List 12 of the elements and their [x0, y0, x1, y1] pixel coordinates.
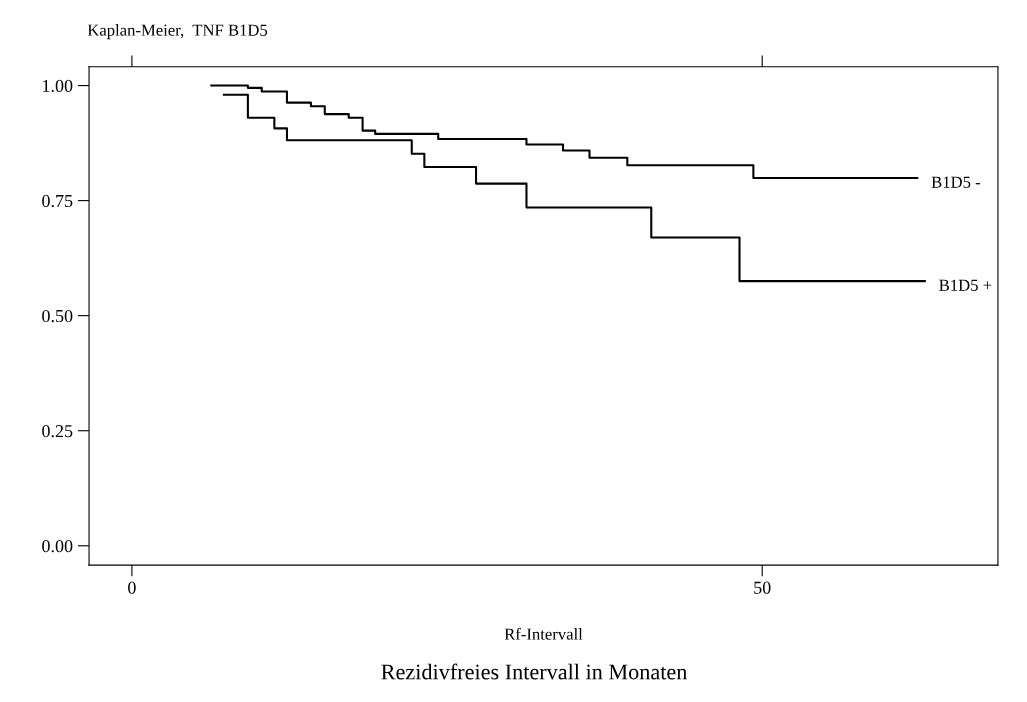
series-label: B1D5 + [939, 279, 992, 291]
y-tick-label: 0.75 [42, 194, 73, 208]
series-label: B1D5 - [931, 176, 981, 188]
y-tick-label: 0.00 [42, 540, 73, 553]
y-tick-label: 0.25 [42, 424, 73, 438]
text: Rezidivfreies Intervall in Monaten [381, 663, 688, 680]
y-tick-label: 1.00 [43, 79, 73, 93]
x-tick-label: 50 [754, 581, 771, 594]
chart-title: Kaplan-Meier, TNF B1D5 [87, 24, 268, 40]
x-tick-label: 0 [128, 581, 136, 594]
x-axis-title: Rf-Intervall [504, 627, 583, 640]
y-tick-label: 0.50 [42, 309, 73, 323]
